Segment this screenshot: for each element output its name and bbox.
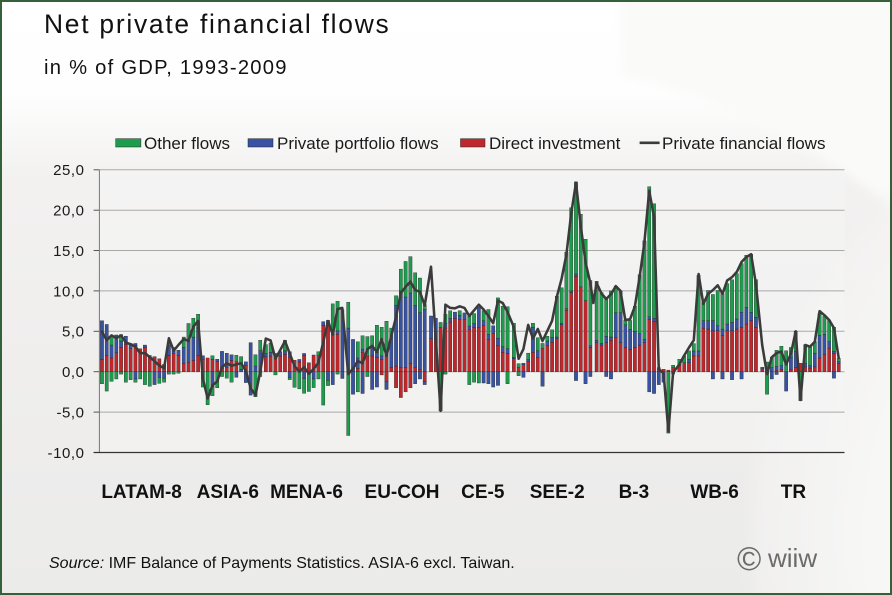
svg-text:wiiw: wiiw [767,543,817,573]
svg-text:Net private financial flows: Net private financial flows [44,9,390,39]
svg-text:©: © [737,540,761,577]
svg-text:0,0: 0,0 [62,364,85,381]
svg-text:B-3: B-3 [619,482,650,503]
svg-text:5,0: 5,0 [62,324,85,341]
svg-text:-5,0: -5,0 [56,405,84,422]
svg-text:MENA-6: MENA-6 [270,482,343,503]
svg-text:Source: IMF Balance of Payment: Source: IMF Balance of Payments Statisti… [49,555,515,572]
svg-text:-10,0: -10,0 [48,445,85,462]
svg-text:10,0: 10,0 [53,283,84,300]
svg-text:Other flows: Other flows [144,134,230,153]
svg-text:ASIA-6: ASIA-6 [197,482,259,503]
svg-text:Private portfolio flows: Private portfolio flows [277,134,439,153]
svg-text:LATAM-8: LATAM-8 [101,482,182,503]
svg-text:Private financial flows: Private financial flows [662,134,825,153]
svg-text:SEE-2: SEE-2 [530,482,585,503]
svg-text:20,0: 20,0 [53,203,84,220]
svg-text:CE-5: CE-5 [461,482,505,503]
svg-text:in % of GDP, 1993-2009: in % of GDP, 1993-2009 [44,57,288,79]
svg-text:TR: TR [781,482,807,503]
svg-text:EU-COH: EU-COH [365,482,440,503]
svg-text:Direct investment: Direct investment [489,134,621,153]
svg-text:15,0: 15,0 [53,243,84,260]
svg-text:WB-6: WB-6 [690,482,739,503]
svg-text:25,0: 25,0 [53,162,84,179]
